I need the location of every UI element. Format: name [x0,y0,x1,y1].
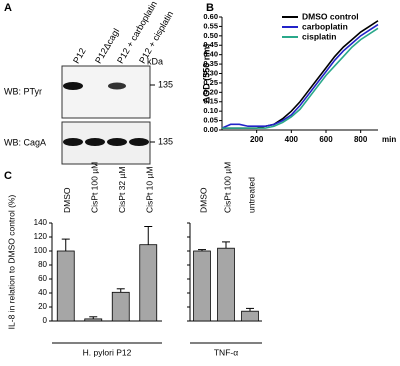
row-label: WB: PTyr [4,86,42,96]
y-tick-label: 0.30 [203,68,218,77]
category-label: CisPt 100 µM [222,162,232,213]
y-tick-label: 0.45 [203,40,218,49]
band [63,138,83,146]
category-label: CisPt 100 µM [90,162,100,213]
blot-row [61,65,151,119]
panel-label: A [4,2,12,14]
x-tick-label: 400 [285,135,299,144]
panel-label: B [206,2,214,14]
y-tick-label: 0.35 [203,59,218,68]
y-tick-label: 0.50 [203,31,218,40]
y-tick-label: 40 [38,288,47,297]
group-label: TNF-α [214,347,238,357]
legend-label: carboplatin [302,21,348,31]
bar [111,291,130,322]
lane-label: P12 [71,46,88,65]
y-tick-label: 0.55 [203,21,218,30]
y-tick-label: 0.15 [203,97,218,106]
marker-label: 135 [158,136,173,146]
category-label: DMSO [62,187,72,213]
y-tick-label: 0.10 [203,106,218,115]
y-tick-label: 140 [34,218,48,227]
marker-label: 135 [158,79,173,89]
category-label: CisPt 32 µM [117,167,127,213]
bar [217,247,235,322]
panel-label: C [4,170,12,182]
series-line [221,23,379,129]
bar [139,244,158,322]
y-tick-label: 60 [38,274,47,283]
band [108,82,126,90]
category-label: DMSO [198,187,208,213]
y-tick-label: 0 [43,316,48,325]
legend-label: DMSO control [302,11,359,21]
y-tick-label: 0.40 [203,50,218,59]
x-tick-label: 600 [319,135,333,144]
x-unit: min [382,135,396,144]
series-line [222,20,379,129]
y-tick-label: 0.00 [203,125,218,134]
y-axis-label: ΔOD (550 nm) [201,44,211,103]
band [107,138,127,146]
y-tick-label: 0.60 [203,12,218,21]
band [85,138,105,146]
y-tick-label: 0.05 [203,116,218,125]
band [63,82,83,90]
bar [84,318,103,322]
y-tick-label: 0.20 [203,87,218,96]
bar [56,250,75,322]
x-tick-label: 800 [354,135,368,144]
y-tick-label: 0.25 [203,78,218,87]
group-label: H. pylori P12 [83,347,132,357]
y-tick-label: 80 [38,260,47,269]
y-tick-label: 20 [38,302,47,311]
y-tick-label: 100 [34,246,48,255]
row-label: WB: CagA [4,137,46,147]
legend-label: cisplatin [302,31,336,41]
y-axis-label: IL-8 in relation to DMSO control (%) [6,195,16,330]
series-line [222,27,379,129]
category-label: CisPt 10 µM [145,167,155,213]
bar [193,250,211,322]
bar [241,310,259,322]
x-tick-label: 200 [250,135,264,144]
category-label: untreated [246,177,256,213]
kda-label: kDa [147,56,163,66]
band [129,138,149,146]
y-tick-label: 120 [34,232,48,241]
